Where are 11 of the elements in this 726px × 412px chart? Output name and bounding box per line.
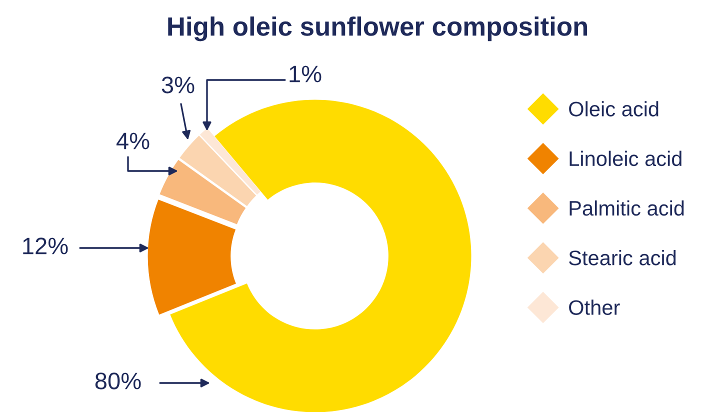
chart-title: High oleic sunflower composition	[168, 16, 588, 42]
data-label: 3%	[162, 76, 194, 94]
data-label: 4%	[116, 132, 150, 150]
legend-label: Stearic acid	[569, 250, 676, 266]
legend-label: Oleic acid	[569, 101, 658, 116]
legend-label: Other	[569, 300, 620, 315]
legend-label: Palmitic acid	[570, 200, 684, 216]
data-label: 80%	[95, 372, 141, 390]
data-label: 12%	[23, 238, 68, 254]
legend-label: Linoleic acid	[570, 150, 682, 166]
data-label: 1%	[290, 66, 322, 82]
